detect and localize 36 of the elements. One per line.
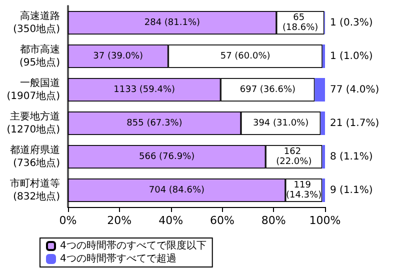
data-label: 855 (67.3%)	[126, 118, 182, 128]
x-tick-label: 0%	[59, 214, 77, 227]
x-tick-label: 100%	[309, 214, 341, 227]
x-tick-label: 80%	[261, 214, 286, 227]
data-label: 37 (39.0%)	[93, 51, 144, 62]
bar	[322, 178, 325, 202]
y-tick-label: 一般国道 (1907地点)	[6, 76, 60, 102]
data-label: 162 (22.0%)	[276, 146, 312, 167]
data-label: 77 (4.0%)	[330, 84, 380, 96]
data-label: 57 (60.0%)	[220, 51, 270, 62]
data-label: 1133 (59.4%)	[114, 84, 176, 95]
legend-label: 4つの時間帯のすべてで限度以下	[60, 240, 206, 252]
legend-label: 4つの時間帯すべてで超過	[60, 252, 176, 264]
data-label: 566 (76.9%)	[138, 152, 195, 162]
x-tick-label: 60%	[210, 214, 234, 227]
data-label: 1 (0.3%)	[330, 17, 373, 28]
bar	[314, 78, 325, 102]
data-label: 394 (31.0%)	[252, 118, 309, 128]
bar	[320, 112, 325, 135]
data-label: 697 (36.6%)	[240, 84, 296, 95]
x-tick-label: 20%	[107, 214, 132, 227]
data-label: 65 (18.6%)	[282, 12, 318, 33]
bar	[322, 145, 325, 168]
data-label: 119 (14.3%)	[286, 180, 322, 200]
y-tick-label: 高速道路 (350地点)	[13, 10, 60, 35]
y-tick-label: 都道府県道 (736地点)	[10, 144, 60, 169]
y-tick-label: 都市高速 (95地点)	[19, 43, 60, 68]
y-tick-label: 市町村道等 (832地点)	[10, 177, 60, 202]
data-label: 9 (1.1%)	[330, 184, 373, 196]
x-tick-label: 40%	[158, 214, 184, 227]
data-label: 704 (84.6%)	[148, 185, 205, 196]
data-label: 1 (1.0%)	[330, 50, 373, 62]
y-tick-label: 主要地方道 (1270地点)	[6, 110, 60, 136]
data-label: 21 (1.7%)	[330, 118, 380, 129]
data-label: 8 (1.1%)	[330, 151, 373, 162]
data-label: 284 (81.1%)	[144, 18, 200, 28]
